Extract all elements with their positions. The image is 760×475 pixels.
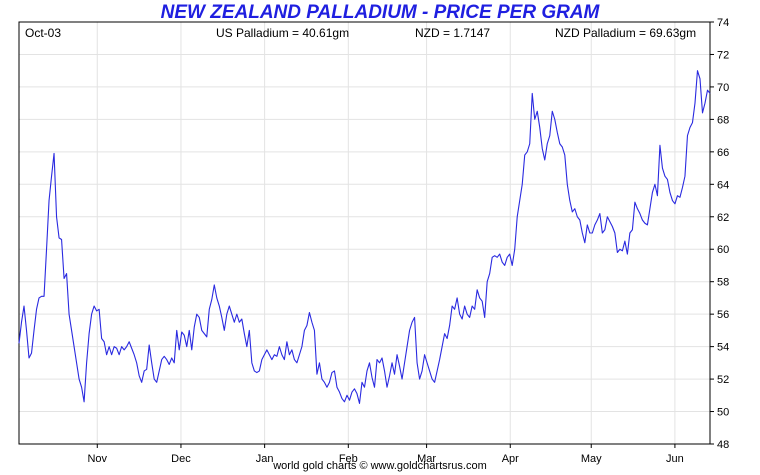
us-palladium-readout: US Palladium = 40.61gm — [216, 26, 349, 40]
y-tick-label: 68 — [717, 114, 729, 126]
grid-lines — [19, 21, 710, 445]
x-tick-label: Nov — [87, 453, 107, 465]
nzd-rate-readout: NZD = 1.7147 — [415, 26, 490, 40]
y-tick-label: 52 — [717, 374, 729, 386]
x-tick-label: Mar — [417, 453, 436, 465]
footer-credit: world gold charts © www.goldchartsrus.co… — [273, 460, 487, 472]
y-tick-label: 74 — [717, 17, 729, 29]
y-tick-label: 50 — [717, 407, 729, 419]
y-tick-label: 54 — [717, 342, 729, 354]
x-tick-label: Jan — [256, 453, 274, 465]
plot-frame — [18, 21, 711, 445]
y-tick-label: 48 — [717, 439, 729, 451]
y-tick-label: 62 — [717, 212, 729, 224]
period-label: Oct-03 — [25, 26, 61, 40]
x-tick-label: Jun — [666, 453, 684, 465]
y-tick-label: 70 — [717, 82, 729, 94]
chart-title: NEW ZEALAND PALLADIUM - PRICE PER GRAM — [160, 2, 600, 23]
y-tick-label: 64 — [717, 179, 729, 191]
x-tick-label: Dec — [171, 453, 191, 465]
nzd-palladium-readout: NZD Palladium = 69.63gm — [555, 26, 696, 40]
y-tick-label: 58 — [717, 277, 729, 289]
axis-ticks — [96, 21, 714, 448]
y-tick-label: 66 — [717, 147, 729, 159]
y-tick-label: 56 — [717, 309, 729, 321]
x-tick-label: May — [581, 453, 602, 465]
price-line-series — [18, 70, 711, 404]
x-tick-label: Apr — [502, 453, 519, 465]
y-axis-labels: 48 50 52 54 56 58 60 62 64 66 68 70 72 74 — [717, 17, 729, 451]
x-tick-label: Feb — [339, 453, 358, 465]
y-tick-label: 60 — [717, 244, 729, 256]
y-tick-label: 72 — [717, 49, 729, 61]
x-axis-labels: Nov Dec Jan Feb Mar Apr May Jun — [87, 453, 683, 465]
